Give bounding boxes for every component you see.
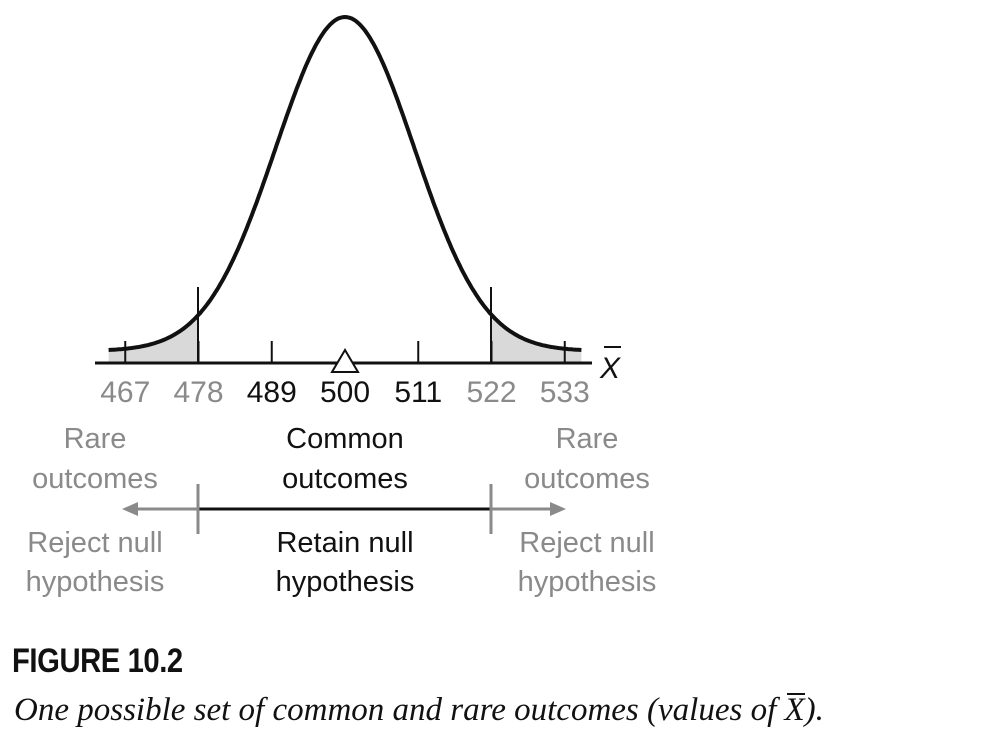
mean-triangle-marker bbox=[330, 348, 360, 373]
x-axis-label: X bbox=[599, 346, 621, 385]
tick-label-522: 522 bbox=[466, 376, 516, 409]
figure-label: FIGURE 10.2 bbox=[12, 642, 183, 680]
axis-tick-labels: 467 478 489 500 511 522 533 bbox=[100, 376, 590, 409]
caption-xbar-symbol: X bbox=[784, 692, 805, 728]
right-decision-line1: Reject null bbox=[519, 527, 654, 559]
axis-ticks bbox=[124, 341, 566, 363]
tick-label-511: 511 bbox=[394, 376, 442, 409]
left-region-label-line2: outcomes bbox=[32, 463, 158, 495]
figure-caption: One possible set of common and rare outc… bbox=[14, 692, 824, 729]
left-rejection-region bbox=[108, 314, 199, 363]
tick-label-467: 467 bbox=[100, 376, 150, 409]
caption-text-after: ). bbox=[804, 692, 824, 728]
right-region-label-line1: Rare bbox=[556, 423, 619, 455]
right-arrowhead bbox=[550, 502, 566, 516]
left-decision-line2: hypothesis bbox=[26, 566, 165, 598]
x-axis-label-text: X bbox=[599, 352, 621, 385]
center-decision-line2: hypothesis bbox=[276, 566, 415, 598]
right-region-label-line2: outcomes bbox=[524, 463, 650, 495]
tick-label-500: 500 bbox=[320, 376, 370, 409]
tick-label-489: 489 bbox=[247, 376, 297, 409]
tick-label-478: 478 bbox=[173, 376, 223, 409]
caption-text-before: One possible set of common and rare outc… bbox=[14, 692, 785, 728]
right-rejection-region bbox=[491, 314, 582, 363]
center-region-label-line1: Common bbox=[286, 423, 404, 455]
normal-curve bbox=[108, 14, 582, 352]
center-region-label-line2: outcomes bbox=[282, 463, 408, 495]
tick-label-533: 533 bbox=[540, 376, 590, 409]
left-decision-line1: Reject null bbox=[27, 527, 162, 559]
right-decision-line2: hypothesis bbox=[518, 566, 657, 598]
left-region-label-line1: Rare bbox=[64, 423, 127, 455]
left-arrowhead bbox=[122, 502, 138, 516]
center-decision-line1: Retain null bbox=[276, 527, 413, 559]
